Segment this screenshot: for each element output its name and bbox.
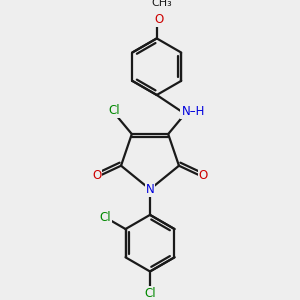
Text: N: N — [146, 183, 154, 196]
Text: CH₃: CH₃ — [152, 0, 172, 8]
Text: Cl: Cl — [144, 287, 156, 300]
Text: O: O — [92, 169, 101, 182]
Text: N–H: N–H — [182, 105, 205, 118]
Text: Cl: Cl — [109, 104, 120, 117]
Text: O: O — [155, 13, 164, 26]
Text: Cl: Cl — [99, 211, 111, 224]
Text: O: O — [199, 169, 208, 182]
